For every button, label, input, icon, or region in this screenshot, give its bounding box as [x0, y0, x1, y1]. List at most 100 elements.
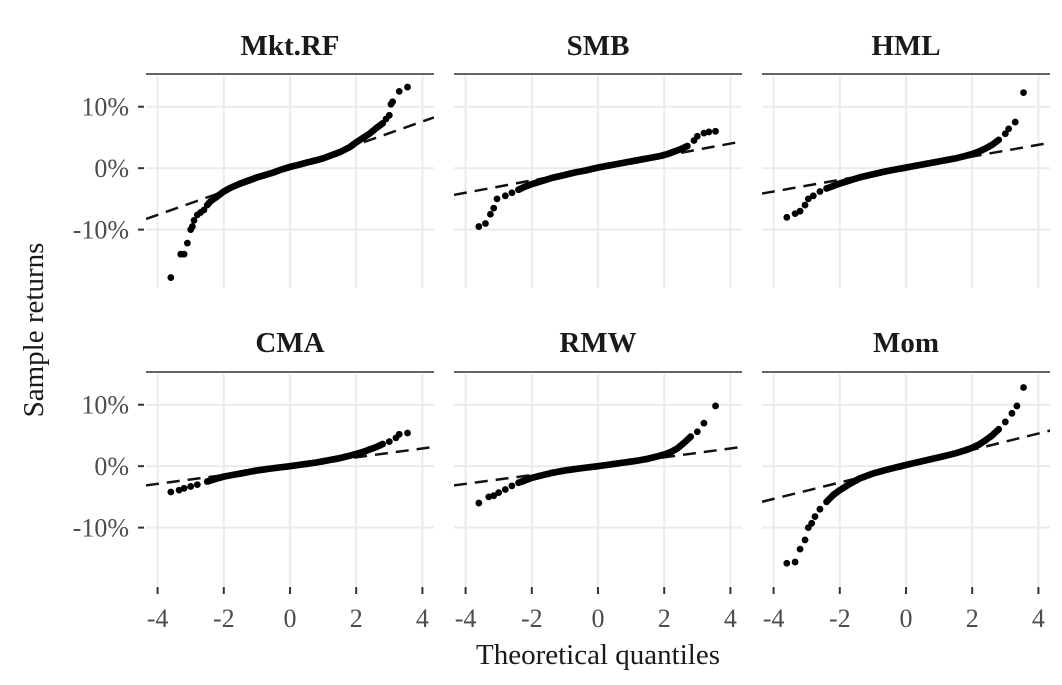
- x-tick-label: -2: [521, 604, 543, 633]
- qq-point: [712, 127, 719, 135]
- qq-point: [379, 440, 387, 448]
- qq-point: [796, 545, 804, 553]
- qq-points: [783, 89, 1027, 221]
- qq-point: [995, 136, 1003, 144]
- qq-point: [796, 207, 804, 215]
- qq-point: [482, 220, 489, 227]
- facet-title: Mkt.RF: [240, 30, 339, 62]
- qq-point: [183, 239, 191, 247]
- y-tick-label: 10%: [81, 93, 129, 122]
- x-tick-label: 4: [724, 604, 737, 633]
- qq-point: [389, 98, 397, 106]
- qq-point: [190, 217, 198, 224]
- qq-point: [508, 189, 516, 197]
- qq-point: [1020, 384, 1027, 391]
- facet-panel-hml: HML: [762, 30, 1050, 288]
- facet-title: Mom: [873, 327, 939, 359]
- qq-point: [487, 210, 494, 218]
- qq-point: [783, 559, 791, 567]
- qq-point: [490, 204, 498, 212]
- x-tick-label: -2: [829, 604, 851, 633]
- qq-point: [501, 486, 509, 493]
- qq-points: [167, 83, 411, 281]
- qq-point: [700, 419, 708, 427]
- qq-reference-line: [762, 141, 1050, 195]
- x-axis-title: Theoretical quantiles: [476, 639, 720, 671]
- y-tick-label: -10%: [73, 514, 129, 543]
- x-tick-label: 2: [350, 604, 363, 633]
- qq-point: [187, 483, 195, 490]
- y-tick-label: 0%: [94, 154, 129, 183]
- qq-point: [501, 192, 509, 200]
- qq-point: [712, 402, 719, 410]
- qq-point: [180, 484, 188, 492]
- facet-panel-smb: SMB: [454, 30, 742, 288]
- facet-panel-rmw: RMW -4 -2 0 2 4: [454, 327, 742, 633]
- qq-point: [816, 505, 824, 513]
- qq-points: [475, 127, 719, 230]
- qq-point: [801, 201, 809, 209]
- facet-title: SMB: [567, 30, 630, 62]
- x-tick-label: -4: [763, 604, 785, 633]
- qq-point: [683, 142, 691, 150]
- qq-point: [490, 492, 498, 500]
- qq-point: [495, 489, 503, 496]
- qq-point: [395, 430, 403, 438]
- x-tick-label: 4: [416, 604, 429, 633]
- qq-point: [385, 111, 393, 119]
- qq-point: [395, 87, 403, 95]
- facet-title: RMW: [559, 327, 636, 359]
- qq-point: [1013, 402, 1021, 410]
- qq-point: [801, 536, 809, 544]
- x-tick-label: 2: [966, 604, 979, 633]
- qq-point: [200, 206, 208, 214]
- qq-point: [508, 482, 516, 490]
- facet-title: HML: [871, 30, 940, 62]
- qq-point: [404, 429, 411, 437]
- qq-point: [1001, 130, 1009, 138]
- qq-point: [385, 438, 393, 445]
- qq-point: [1020, 89, 1027, 96]
- qq-point: [811, 513, 819, 520]
- qq-reference-line: [146, 445, 434, 487]
- facet-title: CMA: [255, 327, 324, 359]
- x-tick-label: 0: [284, 604, 297, 633]
- qq-point: [693, 428, 701, 436]
- qq-point: [693, 132, 701, 140]
- qq-point: [188, 223, 196, 230]
- qq-point: [475, 499, 483, 507]
- y-tick-label: 10%: [81, 391, 129, 420]
- x-tick-label: -4: [455, 604, 477, 633]
- qq-point: [1011, 118, 1019, 126]
- qq-point: [167, 488, 175, 496]
- facet-panel-mom: Mom -4 -2 0 2 4: [762, 327, 1050, 633]
- x-tick-label: 0: [592, 604, 605, 633]
- qq-point: [475, 223, 483, 230]
- qq-point: [804, 195, 812, 203]
- qq-point: [1001, 418, 1009, 426]
- qq-point: [783, 213, 791, 221]
- qq-point: [493, 195, 501, 203]
- y-axis-title: Sample returns: [18, 243, 50, 418]
- qq-points: [783, 384, 1027, 567]
- x-tick-label: -4: [147, 604, 169, 633]
- qq-point: [816, 188, 824, 195]
- qq-point: [167, 274, 175, 281]
- qq-point: [193, 481, 201, 489]
- qq-points: [475, 402, 719, 507]
- qq-point: [1005, 125, 1013, 133]
- qq-point: [808, 519, 816, 527]
- x-tick-label: 4: [1032, 604, 1045, 633]
- qq-point: [809, 192, 817, 200]
- x-tick-label: -2: [213, 604, 235, 633]
- y-tick-label: 0%: [94, 452, 129, 481]
- qq-point: [404, 83, 411, 91]
- qq-reference-line: [454, 140, 742, 197]
- qq-point: [705, 128, 713, 136]
- qq-point: [687, 433, 695, 441]
- facet-panel-mkt-rf: Mkt.RF 10% 0% -10%: [73, 30, 434, 288]
- qq-points: [167, 429, 411, 496]
- qq-point: [1008, 409, 1016, 417]
- y-tick-label: -10%: [73, 216, 129, 245]
